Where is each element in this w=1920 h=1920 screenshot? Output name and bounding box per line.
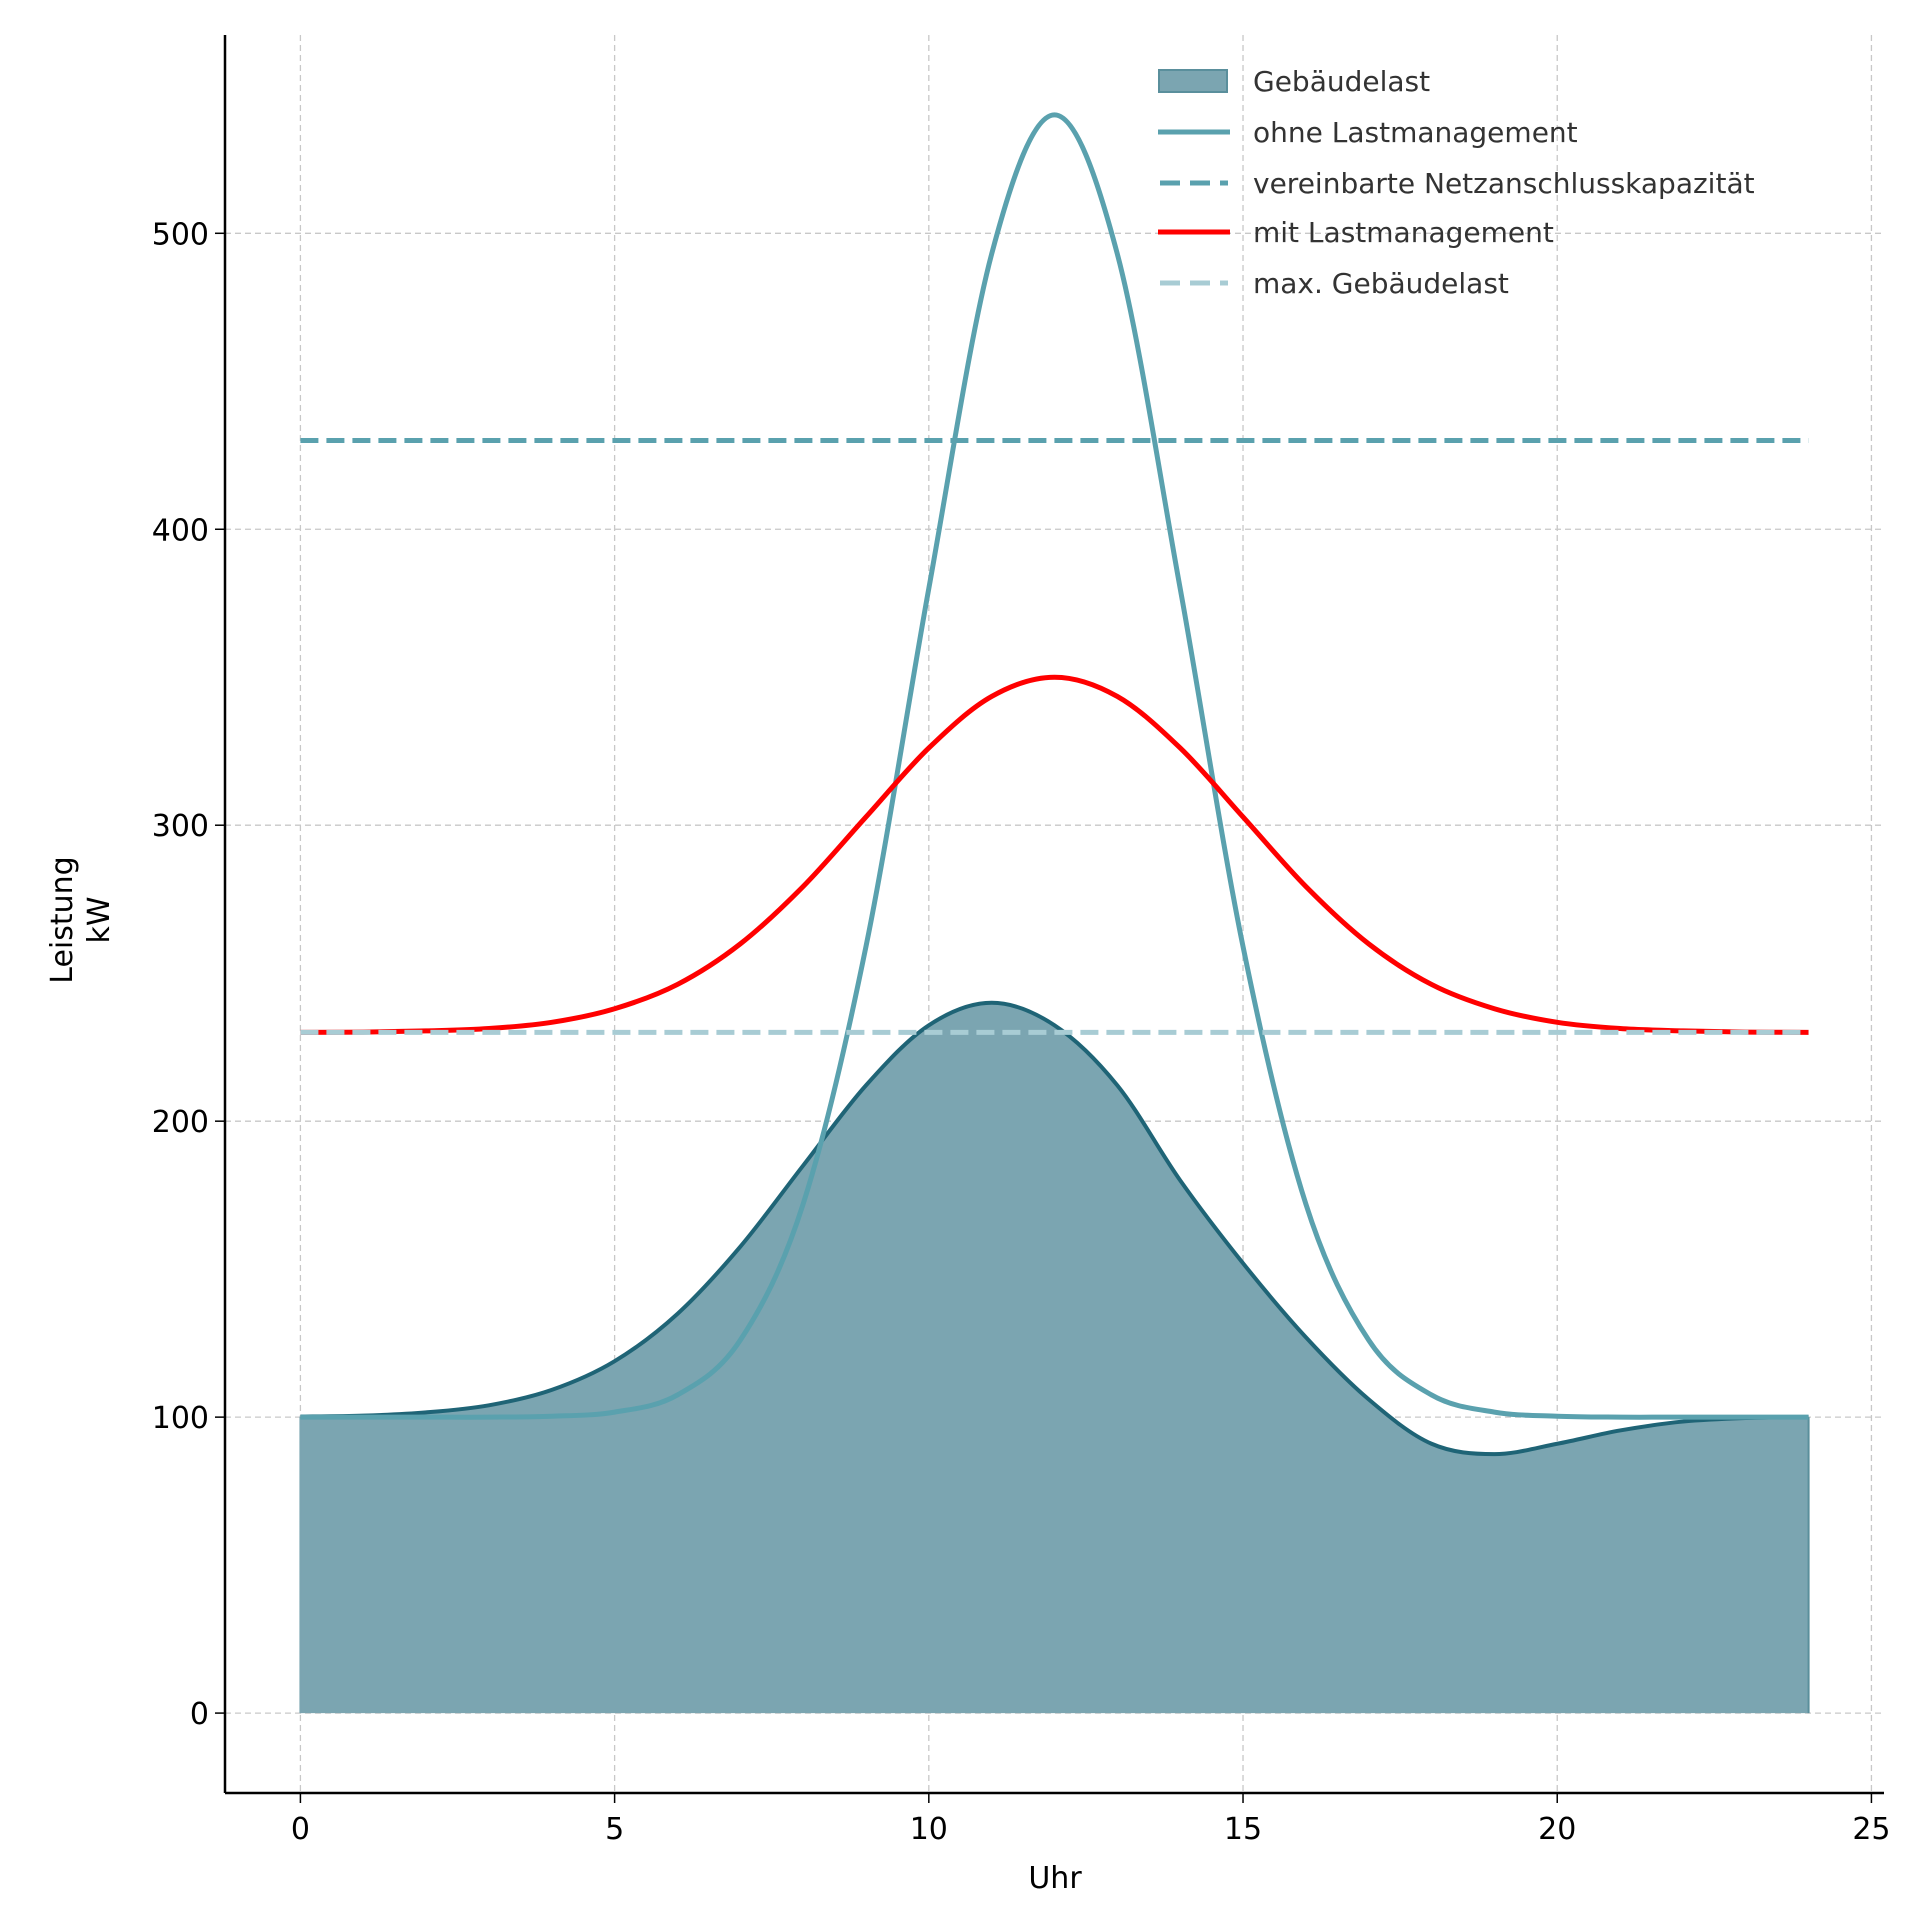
x-tick-label: 15 — [1224, 1812, 1262, 1847]
x-tick-label: 10 — [910, 1812, 948, 1847]
x-axis-label: Uhr — [1028, 1861, 1082, 1896]
plot-area — [299, 112, 1810, 1714]
axes: 0 5 10 15 20 25 0 100 200 300 400 500 — [152, 35, 1891, 1847]
y-tick-label: 200 — [152, 1105, 209, 1140]
legend: Gebäudelast ohne Lastmanagement vereinbart… — [1158, 65, 1755, 300]
y-axis-label-line2: kW — [82, 896, 117, 943]
legend-label-ohne-lastmanagement: ohne Lastmanagement — [1253, 116, 1578, 149]
area-gebaudelast — [300, 1002, 1809, 1714]
line-gebaudelast — [300, 1000, 1809, 1457]
y-tick-label: 0 — [190, 1697, 209, 1732]
line-ohne-lastmanagement — [300, 112, 1809, 1420]
y-axis-label: Leistung kW — [45, 856, 117, 983]
legend-label-gebaudelast: Gebäudelast — [1253, 65, 1430, 98]
legend-label-mit-lastmanagement: mit Lastmanagement — [1253, 216, 1554, 249]
legend-label-vereinbarte-netzanschlusskapazitat: vereinbarte Netzanschlusskapazität — [1253, 167, 1755, 200]
x-tick-label: 25 — [1852, 1812, 1890, 1847]
legend-swatch-gebaudelast — [1158, 69, 1228, 93]
x-tick-label: 5 — [605, 1812, 624, 1847]
x-tick-label: 20 — [1538, 1812, 1576, 1847]
y-tick-label: 400 — [152, 513, 209, 548]
y-axis-label-line1: Leistung — [45, 856, 80, 983]
y-tick-label: 300 — [152, 809, 209, 844]
y-tick-label: 100 — [152, 1401, 209, 1436]
x-tick-label: 0 — [291, 1812, 310, 1847]
y-tick-label: 500 — [152, 217, 209, 252]
line-mit-lastmanagement — [300, 674, 1809, 1035]
legend-label-max-gebaudelast: max. Gebäudelast — [1253, 267, 1509, 300]
